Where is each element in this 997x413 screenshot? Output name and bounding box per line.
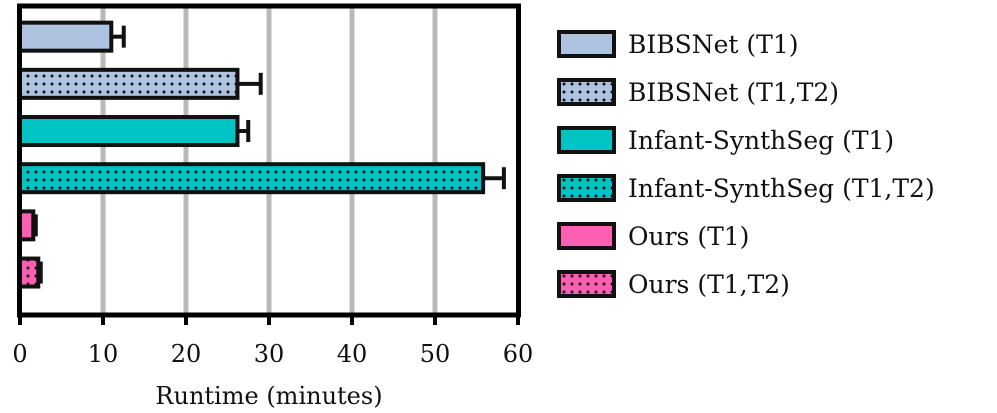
bar: [18, 67, 240, 100]
x-axis-ticks: 0 10 20 30 40 50 60: [12, 315, 533, 368]
legend-label: BIBSNet (T1,T2): [628, 78, 839, 107]
legend-swatch: [557, 78, 616, 106]
x-tick-label: 50: [420, 340, 451, 368]
bar: [18, 115, 240, 148]
bar: [18, 162, 486, 195]
legend-label: Infant-SynthSeg (T1): [628, 126, 894, 155]
legend: BIBSNet (T1) BIBSNet (T1,T2) Infant-SynthS…: [557, 30, 935, 299]
legend-label: Ours (T1,T2): [628, 270, 790, 299]
bar: [18, 20, 114, 53]
x-tick-label: 30: [254, 340, 285, 368]
legend-label: BIBSNet (T1): [628, 30, 799, 59]
legend-swatch: [557, 222, 616, 250]
x-tick-label: 40: [337, 340, 368, 368]
x-tick-label: 20: [171, 340, 202, 368]
legend-label: Ours (T1): [628, 222, 749, 251]
legend-label: Infant-SynthSeg (T1,T2): [628, 174, 935, 203]
bars: [18, 20, 506, 289]
x-axis-title: Runtime (minutes): [155, 382, 382, 410]
x-tick-label: 10: [88, 340, 119, 368]
x-tick-label: 0: [12, 340, 27, 368]
bar: [18, 256, 41, 289]
legend-swatch: [557, 126, 616, 154]
legend-swatch: [557, 30, 616, 58]
gridlines: [100, 6, 438, 315]
legend-swatch: [557, 270, 616, 298]
legend-swatch: [557, 174, 616, 202]
x-tick-label: 60: [503, 340, 534, 368]
